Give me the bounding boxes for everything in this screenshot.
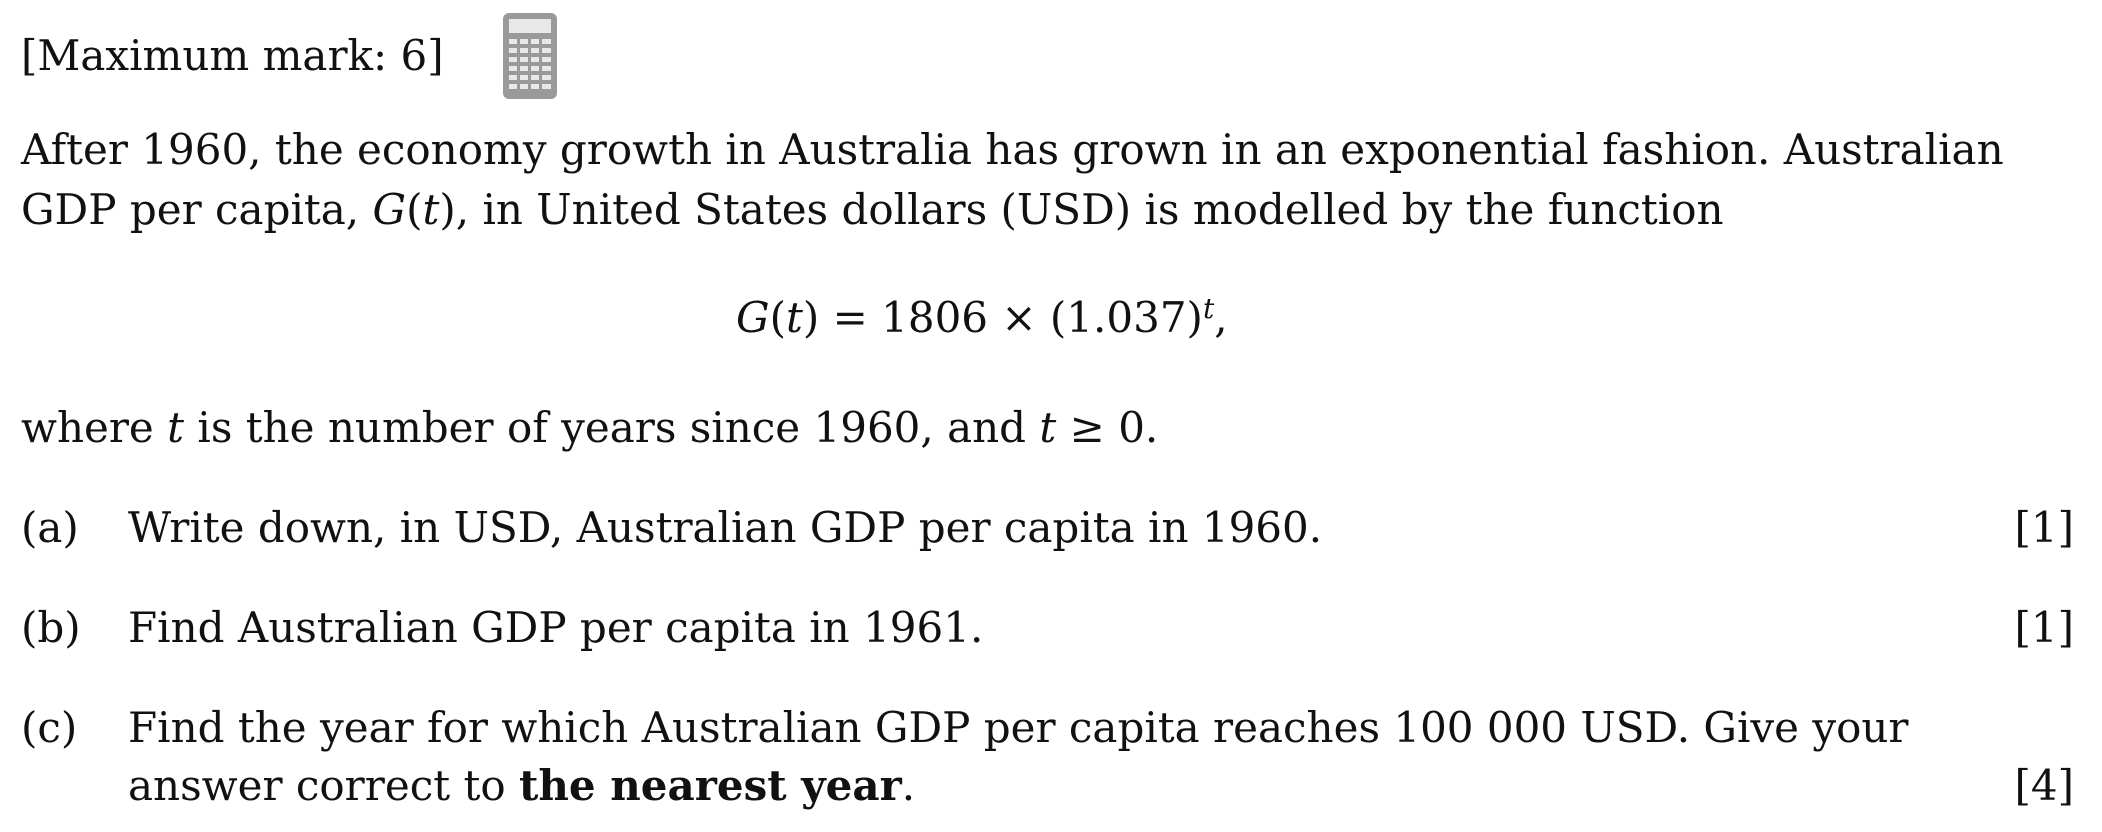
part-a-marks: [1] (2014, 503, 2075, 552)
intro-text: GDP per capita, (21, 185, 373, 234)
calculator-icon (503, 13, 557, 99)
part-text: Find Australian GDP per capita in 1961. (128, 603, 984, 652)
part-b-marks: [1] (2014, 603, 2075, 652)
intro-text-end: , in United States dollars (USD) is mode… (455, 185, 1724, 234)
var-t-2: t (1039, 403, 1057, 452)
formula-lhs-arg: (t) (769, 293, 820, 342)
maximum-mark: [Maximum mark: 6] (21, 31, 444, 80)
part-c-marks: [4] (2014, 761, 2075, 810)
part-label: (b) (21, 603, 81, 652)
part-label: (c) (21, 703, 78, 752)
formula-equals: = (819, 293, 882, 342)
where-text-end: ≥ 0. (1056, 403, 1159, 452)
function-arg: (t) (406, 185, 456, 234)
part-label: (a) (21, 503, 79, 552)
intro-line-1: After 1960, the economy growth in Austra… (21, 125, 2004, 174)
part-text: Write down, in USD, Australian GDP per c… (128, 503, 1323, 552)
part-c-emphasis: the nearest year (518, 761, 902, 810)
var-t: t (167, 403, 185, 452)
part-c-text-b: . (901, 761, 916, 810)
part-text: Find the year for which Australian GDP p… (128, 703, 1909, 752)
where-text: where (21, 403, 168, 452)
formula-exponent: t (1202, 292, 1215, 325)
formula-rhs: 1806 × (1.037) (881, 293, 1203, 342)
function-name: G (372, 185, 407, 234)
where-text-mid: is the number of years since 1960, and (184, 403, 1040, 452)
gdp-formula: G(t) = 1806 × (1.037)t, (736, 292, 1228, 349)
part-c-text-a: answer correct to (128, 761, 519, 810)
part-text-2: answer correct to the nearest year. (128, 760, 915, 812)
formula-trail: , (1214, 293, 1228, 342)
formula-lhs-func: G (736, 293, 770, 342)
intro-line-2: GDP per capita, G(t), in United States d… (21, 184, 1724, 236)
variable-definition: where t is the number of years since 196… (21, 402, 1158, 454)
